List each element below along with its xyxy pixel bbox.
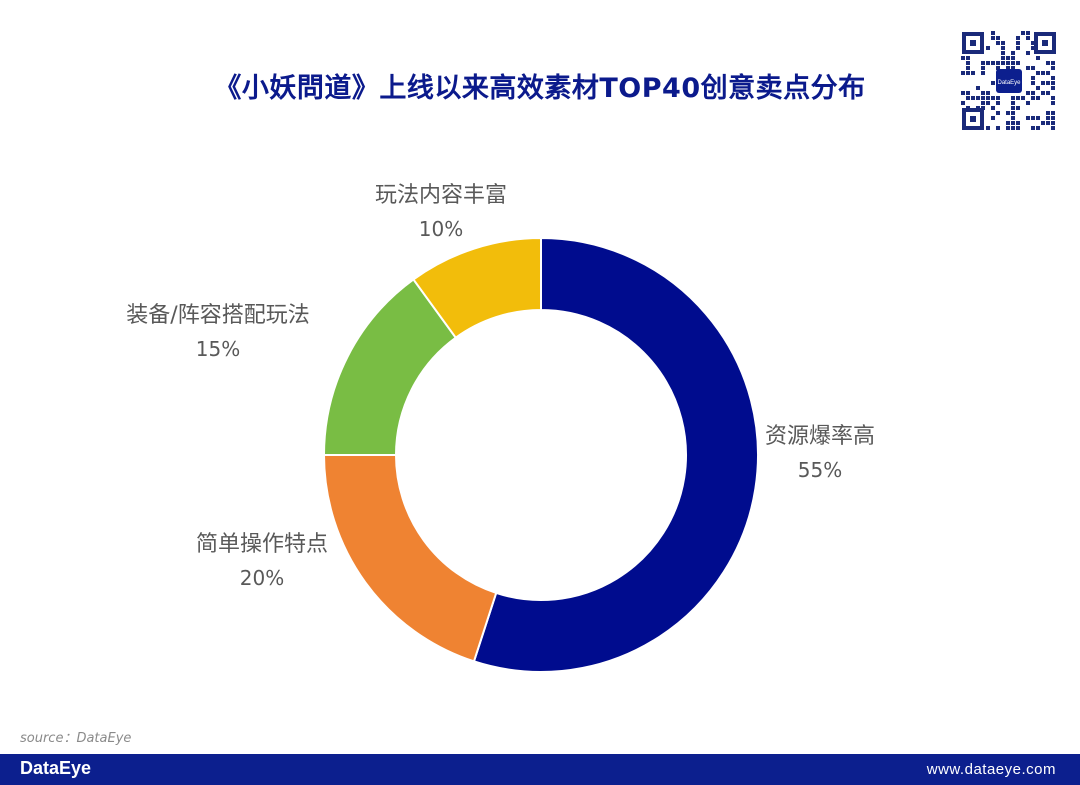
slice-label: 资源爆率高 — [765, 424, 875, 449]
slice-value-label: 55% — [798, 458, 842, 482]
slice-label: 简单操作特点 — [196, 532, 328, 557]
footer-bar: DataEye www.dataeye.com — [0, 754, 1080, 785]
source-note: source：DataEye — [20, 731, 132, 746]
donut-slice — [322, 454, 498, 663]
slice-value-label: 20% — [240, 566, 284, 590]
chart-title: 《小妖問道》上线以来高效素材TOP40创意卖点分布 — [214, 73, 866, 104]
donut-slice — [472, 236, 759, 673]
slice-value-label: 10% — [419, 217, 463, 241]
slice-label: 装备/阵容搭配玩法 — [126, 303, 309, 328]
footer-brand-logo: DataEye — [20, 758, 92, 778]
slice-value-label: 15% — [196, 337, 240, 361]
donut-chart: 资源爆率高 55% 简单操作特点 20% 装备/阵容搭配玩法 15% 玩法内容丰富 10% — [126, 183, 875, 673]
donut-slice — [412, 236, 542, 340]
footer-url: www.dataeye.com — [926, 761, 1056, 778]
qr-code-icon: DataEye — [961, 31, 1057, 131]
slice-label: 玩法内容丰富 — [375, 183, 507, 208]
qr-center-label: DataEye — [997, 80, 1021, 86]
